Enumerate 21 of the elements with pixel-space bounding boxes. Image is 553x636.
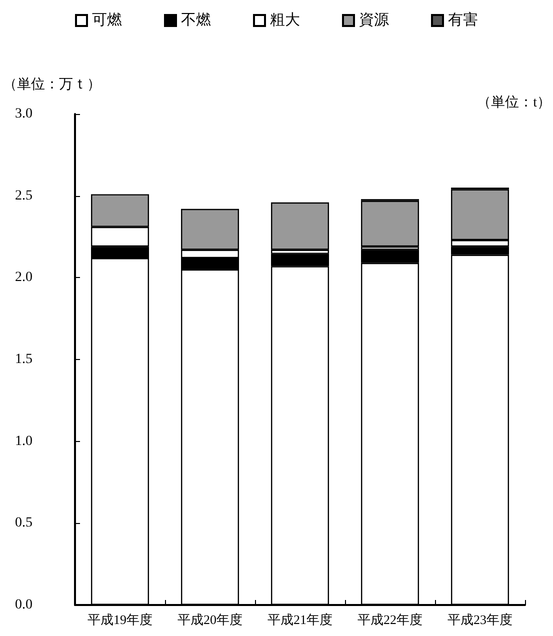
y-tick-label: 2.5 xyxy=(15,188,32,204)
x-tick-label: 平成21年度 xyxy=(268,612,332,627)
legend-label: 粗大 xyxy=(270,12,300,28)
legend-label: 不燃 xyxy=(181,12,211,28)
y-tick-label: 0.5 xyxy=(15,516,32,531)
bar xyxy=(271,202,329,250)
x-tick-label: 平成19年度 xyxy=(88,612,152,627)
legend-label: 可燃 xyxy=(92,12,122,28)
y-tick-label: 0.0 xyxy=(15,598,32,612)
y-tick-label: 1.5 xyxy=(15,352,32,367)
y-axis-title: （単位：万ｔ） xyxy=(3,76,101,92)
bar xyxy=(361,200,419,247)
x-tick-label: 平成23年度 xyxy=(448,612,512,627)
legend-label: 有害 xyxy=(448,12,478,28)
legend-label: 資源 xyxy=(359,12,389,28)
x-tick-label: 平成20年度 xyxy=(178,612,242,627)
y-tick-label: 2.0 xyxy=(15,270,32,286)
text: （単位：t） xyxy=(477,94,551,110)
y-tick-label: 3.0 xyxy=(15,106,32,122)
x-tick-label: 平成22年度 xyxy=(358,612,422,627)
y-tick-label: 1.0 xyxy=(15,434,32,449)
